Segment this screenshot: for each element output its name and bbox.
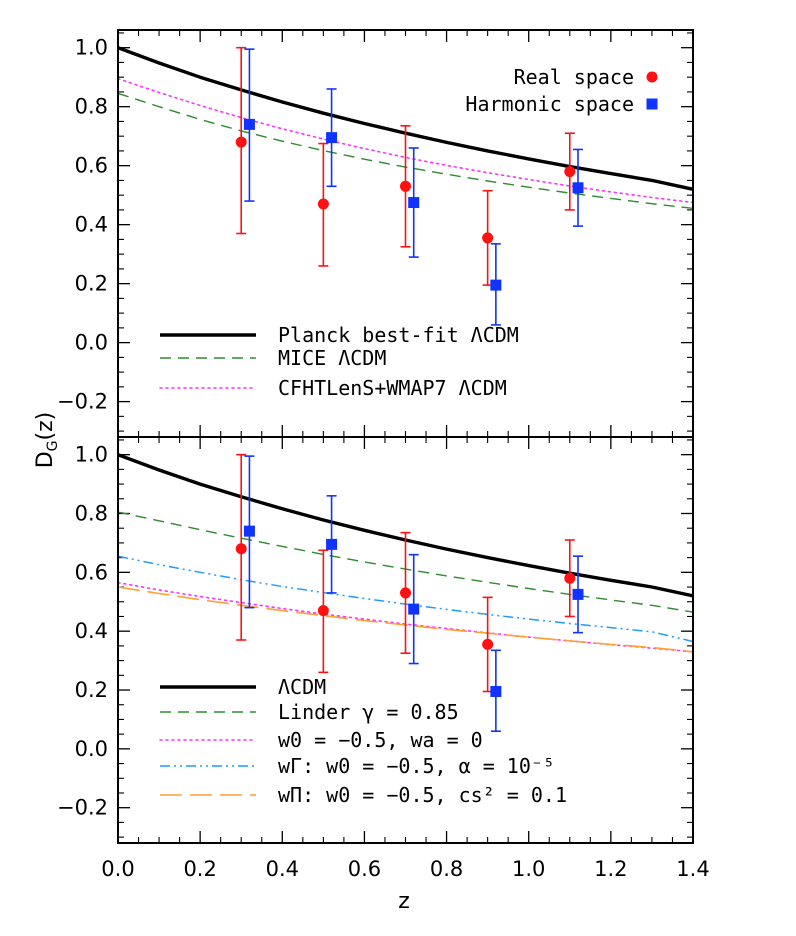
real-space-point — [482, 638, 494, 650]
y-tick-label: −0.2 — [57, 796, 108, 820]
x-tick-label: 0.2 — [183, 857, 216, 881]
y-tick-label: 0.6 — [75, 154, 108, 178]
plot-frame — [117, 436, 694, 844]
harmonic-space-point — [326, 538, 338, 550]
legend-circle-marker — [646, 71, 658, 83]
legend-point-label: Harmonic space — [465, 92, 634, 116]
harmonic-space-point — [572, 588, 584, 600]
legend-line-label: ΛCDM — [278, 675, 326, 699]
x-tick-label: 0.4 — [266, 857, 299, 881]
real-space-point — [317, 605, 329, 617]
harmonic-space-point — [490, 685, 502, 697]
legend-line-label: w0 = −0.5, wa = 0 — [278, 728, 483, 752]
x-tick-label: 0.8 — [430, 857, 463, 881]
legend-points: Real space Harmonic space — [465, 65, 658, 116]
legend-square-marker — [646, 98, 658, 110]
harmonic-space-point — [490, 279, 502, 291]
x-axis-title: z — [398, 889, 410, 914]
legend-line-label: Planck best-fit ΛCDM — [278, 323, 519, 347]
harmonic-space-point — [243, 525, 255, 537]
real-space-point — [400, 180, 411, 192]
series-cfhtlens-wmap7-cdm — [118, 77, 693, 204]
y-tick-label: 0.2 — [75, 272, 108, 296]
real-space-point — [235, 136, 247, 148]
x-tick-label: 0.0 — [101, 857, 134, 881]
y-tick-label: 1.0 — [75, 36, 108, 60]
y-tick-label: 0.0 — [75, 737, 108, 761]
y-tick-label: −0.2 — [57, 390, 108, 414]
x-tick-label: 0.6 — [348, 857, 381, 881]
real-space-point — [564, 166, 576, 178]
y-tick-label: 0.4 — [75, 213, 108, 237]
real-space-point — [482, 232, 494, 244]
real-space-point — [235, 543, 247, 555]
legend-line-label: CFHTLenS+WMAP7 ΛCDM — [278, 376, 507, 400]
harmonic-space-point — [326, 132, 338, 144]
y-tick-label: 0.4 — [75, 619, 108, 643]
real-space-point — [317, 198, 329, 210]
legend-line-label: MICE ΛCDM — [278, 346, 386, 370]
harmonic-space-point — [408, 603, 420, 615]
axis-titles: z DG(z) — [33, 412, 410, 914]
x-tick-label: 1.2 — [594, 857, 627, 881]
legend-line-label: Linder γ = 0.85 — [278, 700, 459, 724]
harmonic-space-point — [572, 182, 584, 194]
y-tick-label: 0.8 — [75, 501, 108, 525]
y-tick-label: 0.8 — [75, 95, 108, 119]
harmonic-space-point — [243, 118, 255, 130]
y-tick-label: 0.6 — [75, 560, 108, 584]
y-tick-label: 0.0 — [75, 331, 108, 355]
harmonic-space-point — [408, 197, 420, 209]
bottom-panel: −0.2 0.0 0.2 0.4 0.6 0.8 1.0 0.0 0.2 0.4 0.6 0.8 1.0… — [57, 436, 710, 881]
y-tick-label: 1.0 — [75, 443, 108, 467]
x-tick-label: 1.4 — [676, 857, 709, 881]
legend-point-label: Real space — [514, 65, 634, 89]
top-panel: −0.2 0.0 0.2 0.4 0.6 0.8 1.0 Real space Harmonic… — [57, 29, 694, 438]
y-tick-label: 0.2 — [75, 678, 108, 702]
legend-line-label: wΠ: w0 = −0.5, cs² = 0.1 — [278, 783, 567, 807]
legend-line-label: wΓ: w0 = −0.5, α = 10⁻⁵ — [278, 754, 555, 778]
x-tick-label: 1.0 — [512, 857, 545, 881]
real-space-point — [400, 587, 411, 599]
y-axis-title: DG(z) — [33, 412, 61, 469]
real-space-point — [564, 572, 576, 584]
